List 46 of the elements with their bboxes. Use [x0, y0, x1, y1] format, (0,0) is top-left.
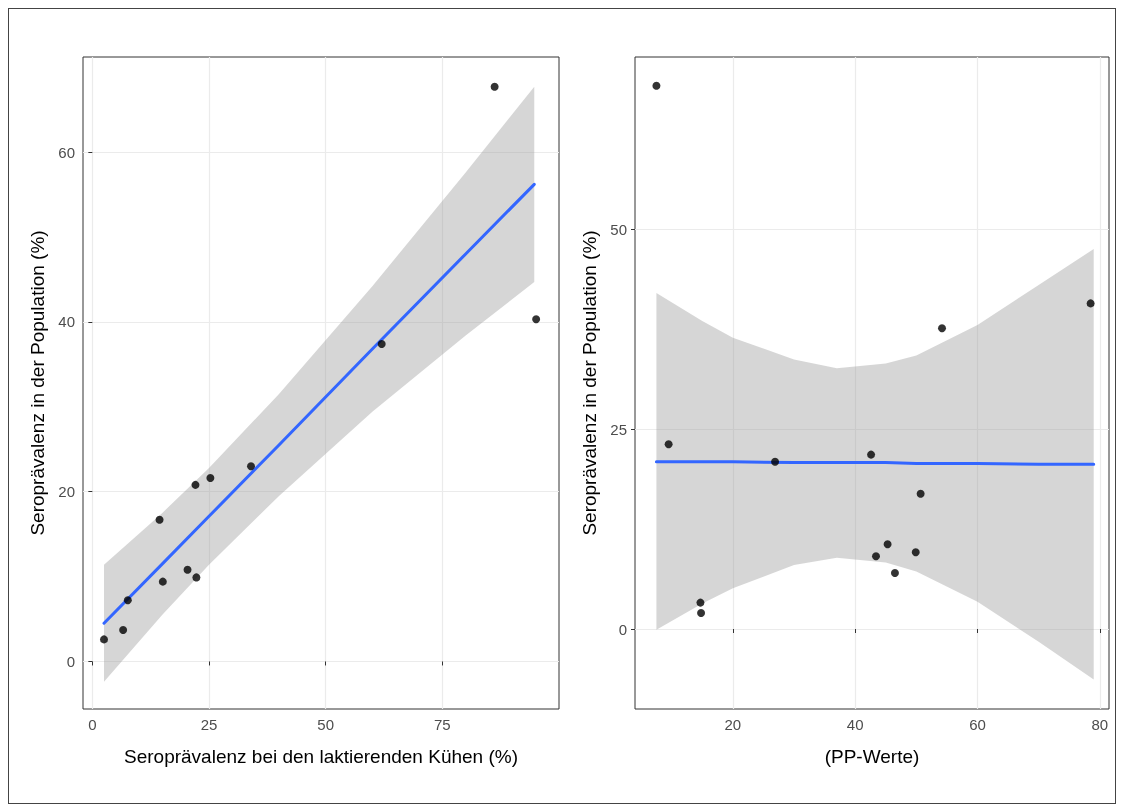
y-tick-label: 40: [58, 313, 75, 331]
point: [192, 573, 201, 582]
point: [771, 457, 780, 466]
point: [206, 474, 215, 483]
y-tick-label: 25: [610, 420, 627, 438]
x-tick-label: 80: [1091, 716, 1109, 733]
point: [883, 540, 892, 549]
point: [377, 339, 386, 348]
y-axis-title: Seroprävalenz in der Population (%): [27, 230, 48, 536]
point: [697, 609, 706, 617]
point: [191, 480, 200, 489]
point: [532, 315, 541, 324]
x-axis-title: Seroprävalenz bei den laktierenden Kühen (%): [124, 746, 518, 767]
point: [867, 450, 876, 459]
x-tick-label: 75: [433, 716, 451, 733]
point: [247, 462, 255, 471]
point: [1086, 299, 1095, 308]
point: [871, 552, 880, 561]
point: [183, 565, 192, 574]
x-tick-label: 60: [969, 716, 986, 733]
y-tick-label: 60: [58, 143, 75, 161]
line-series: [102, 182, 536, 625]
point: [100, 635, 108, 644]
point: [490, 82, 499, 91]
point: [664, 440, 673, 449]
point: [890, 569, 899, 577]
x-tick-label: 0: [88, 716, 97, 733]
y-tick-label: 50: [610, 220, 627, 238]
point: [938, 324, 947, 333]
y-tick-label: 20: [58, 483, 75, 501]
point: [119, 626, 128, 635]
x-tick-label: 20: [724, 716, 742, 733]
y-tick-label: 0: [66, 652, 75, 670]
x-tick-label: 50: [317, 716, 335, 733]
point: [123, 596, 132, 605]
point: [696, 598, 705, 607]
point: [155, 515, 164, 524]
point: [911, 548, 920, 557]
y-axis-title: Seroprävalenz in der Population (%): [579, 230, 600, 536]
x-tick-label: 40: [846, 716, 864, 733]
point: [652, 81, 661, 90]
point: [916, 489, 925, 498]
point: [158, 577, 167, 586]
x-axis-title: (PP-Werte): [824, 746, 920, 767]
y-tick-label: 0: [618, 620, 627, 638]
x-tick-label: 25: [200, 716, 218, 733]
